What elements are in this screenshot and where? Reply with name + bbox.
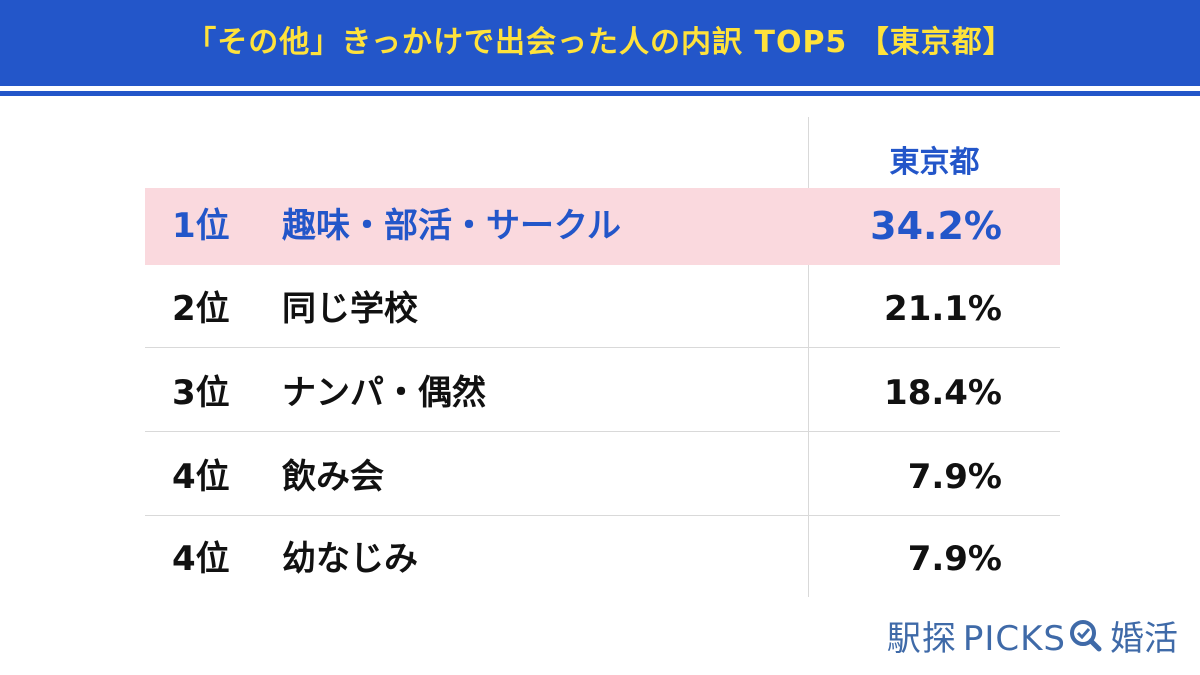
- rank-label: 2位: [172, 289, 230, 329]
- page-title: 「その他」きっかけで出会った人の内訳 TOP5 【東京都】: [186, 25, 1014, 60]
- category-label: ナンパ・偶然: [282, 373, 486, 413]
- percent-value: 21.1%: [884, 289, 1002, 329]
- table-row-3: 3位 ナンパ・偶然 18.4%: [145, 355, 1060, 432]
- rank-label: 3位: [172, 373, 230, 413]
- rank-label: 1位: [172, 206, 230, 246]
- search-magnifier-icon: [1068, 616, 1102, 666]
- ranking-table: 東京都 1位 趣味・部活・サークル 34.2% 2位 同じ学校 21.1% 3位…: [145, 117, 1060, 597]
- brand-picks: PICKS: [962, 619, 1066, 659]
- category-label: 幼なじみ: [282, 539, 418, 579]
- percent-value: 7.9%: [907, 539, 1002, 579]
- percent-value: 34.2%: [870, 204, 1002, 248]
- brand-logo: 駅探 PICKS 婚活: [887, 614, 1178, 664]
- table-row-5: 4位 幼なじみ 7.9%: [145, 521, 1060, 598]
- row-divider: [145, 347, 1060, 348]
- row-divider: [145, 515, 1060, 516]
- column-header: 東京都: [889, 145, 980, 180]
- rank-label: 4位: [172, 539, 230, 579]
- header-bar: [0, 0, 1200, 86]
- percent-value: 7.9%: [907, 457, 1002, 497]
- row-divider: [145, 431, 1060, 432]
- category-label: 同じ学校: [282, 289, 418, 329]
- header-divider: [0, 91, 1200, 96]
- table-row-2: 2位 同じ学校 21.1%: [145, 271, 1060, 348]
- category-label: 飲み会: [282, 457, 384, 497]
- brand-suffix: 婚活: [1110, 619, 1178, 659]
- category-label: 趣味・部活・サークル: [282, 206, 621, 246]
- rank-label: 4位: [172, 457, 230, 497]
- brand-name: 駅探: [886, 619, 957, 659]
- column-divider: [808, 117, 809, 597]
- percent-value: 18.4%: [884, 373, 1002, 413]
- table-row-1: 1位 趣味・部活・サークル 34.2%: [145, 188, 1060, 265]
- table-row-4: 4位 飲み会 7.9%: [145, 439, 1060, 516]
